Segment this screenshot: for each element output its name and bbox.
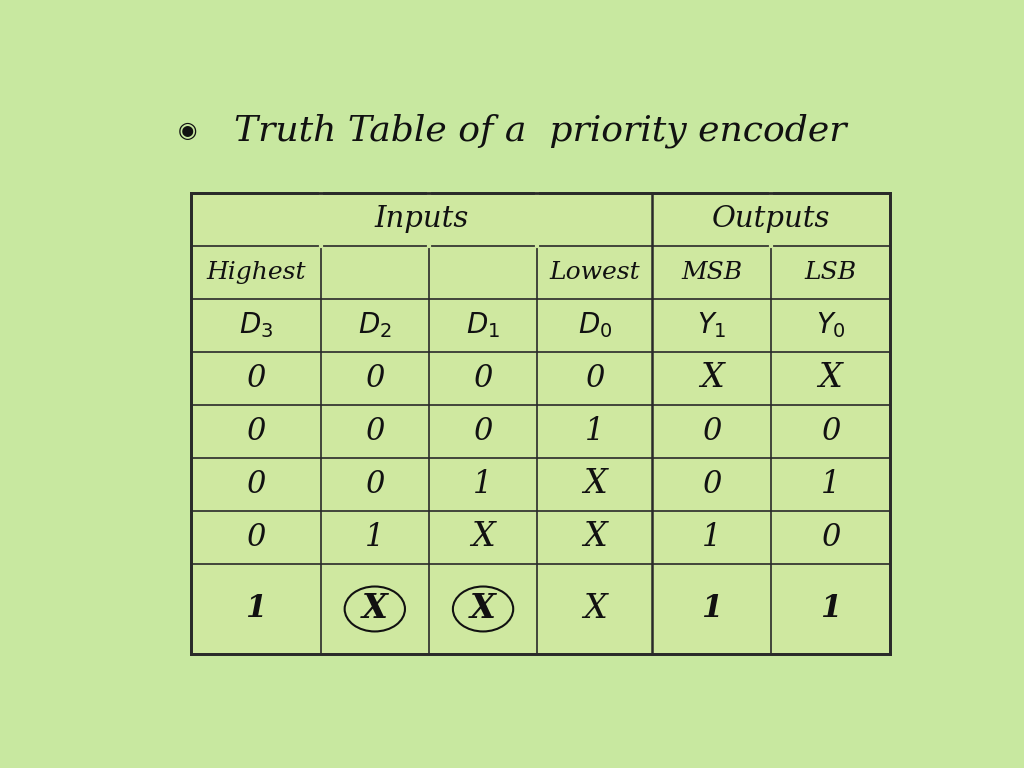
Text: 1: 1 (473, 469, 493, 500)
Text: 1: 1 (821, 469, 840, 500)
Text: X: X (471, 521, 495, 554)
Text: X: X (583, 468, 606, 501)
Text: MSB: MSB (681, 261, 742, 283)
Text: 0: 0 (473, 416, 493, 447)
Text: 1: 1 (246, 594, 266, 624)
Text: Inputs: Inputs (375, 205, 469, 233)
Text: 1: 1 (820, 594, 841, 624)
Text: Highest: Highest (207, 261, 306, 283)
Text: 0: 0 (366, 416, 384, 447)
Text: 0: 0 (247, 522, 266, 553)
Text: 0: 0 (585, 362, 604, 394)
Text: 0: 0 (366, 469, 384, 500)
Text: X: X (470, 592, 496, 625)
Text: $D_3$: $D_3$ (239, 310, 273, 340)
Bar (191, 193, 890, 654)
Text: 1: 1 (702, 522, 722, 553)
Text: $Y_1$: $Y_1$ (697, 310, 727, 340)
Text: LSB: LSB (805, 261, 856, 283)
Text: $D_2$: $D_2$ (358, 310, 392, 340)
Text: 0: 0 (473, 362, 493, 394)
Text: X: X (583, 521, 606, 554)
Text: 0: 0 (247, 362, 266, 394)
Bar (191, 193, 890, 654)
Text: X: X (583, 593, 606, 625)
Text: $D_1$: $D_1$ (466, 310, 500, 340)
Text: 0: 0 (821, 416, 840, 447)
Text: 0: 0 (247, 469, 266, 500)
Text: 0: 0 (702, 416, 722, 447)
Text: 1: 1 (366, 522, 384, 553)
Text: 1: 1 (701, 594, 722, 624)
Text: Outputs: Outputs (712, 205, 830, 233)
Text: $D_0$: $D_0$ (578, 310, 612, 340)
Text: 1: 1 (585, 416, 604, 447)
Text: X: X (361, 592, 388, 625)
Text: 0: 0 (247, 416, 266, 447)
Text: Lowest: Lowest (550, 261, 640, 283)
Text: $Y_0$: $Y_0$ (815, 310, 846, 340)
Text: ◉: ◉ (178, 121, 198, 141)
Text: X: X (699, 362, 724, 394)
Text: 0: 0 (366, 362, 384, 394)
Text: 0: 0 (821, 522, 840, 553)
Text: X: X (818, 362, 843, 394)
Text: Truth Table of a  priority encoder: Truth Table of a priority encoder (234, 114, 847, 148)
Text: 0: 0 (702, 469, 722, 500)
